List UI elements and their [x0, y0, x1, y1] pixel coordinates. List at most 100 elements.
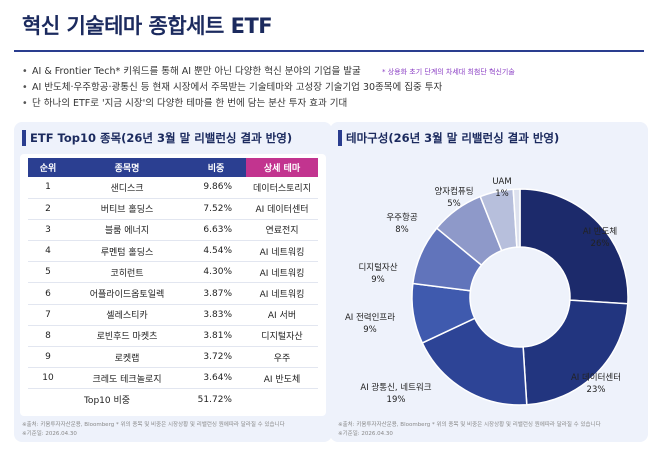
- cell-theme: AI 네트워킹: [246, 261, 318, 284]
- cell-weight: 6.63%: [186, 219, 246, 242]
- cell-weight: 3.81%: [186, 325, 246, 348]
- panel-title: ETF Top10 종목(26년 3월 말 리밸런싱 결과 반영): [30, 131, 293, 145]
- slice-value-label: 9%: [363, 325, 377, 335]
- panel-title: 테마구성(26년 3월 말 리밸런싱 결과 반영): [346, 131, 560, 145]
- col-weight: 비중: [186, 158, 246, 177]
- table-total-row: Top10 비중 51.72%: [28, 389, 318, 410]
- cell-rank: 9: [28, 346, 68, 369]
- cell-weight: 9.86%: [186, 177, 246, 199]
- bullet-item: AI & Frontier Tech* 키워드를 통해 AI 뿐만 아닌 다양한…: [22, 64, 642, 80]
- slice-value-label: 5%: [447, 199, 461, 209]
- cell-theme: AI 네트워킹: [246, 282, 318, 305]
- table-row: 2 버티브 홀딩스 7.52% AI 데이터센터: [28, 198, 318, 220]
- page-title: 혁신 기술테마 종합세트 ETF: [22, 14, 273, 38]
- cell-rank: 4: [28, 240, 68, 263]
- slice-value-label: 1%: [495, 189, 509, 199]
- bullet-item: AI 반도체·우주항공·광통신 등 현재 시장에서 주목받는 기술테마와 고성장…: [22, 80, 642, 96]
- cell-rank: 7: [28, 304, 68, 326]
- total-value: 51.72%: [197, 394, 232, 405]
- cell-theme: 데이터스토리지: [246, 177, 318, 199]
- cell-theme: AI 반도체: [246, 367, 318, 390]
- donut-slice: [522, 299, 629, 406]
- slice-label: AI 반도체: [583, 226, 617, 237]
- col-theme: 상세 테마: [246, 158, 318, 177]
- theme-donut-chart: AI 반도체 26% AI 데이터센터 23% AI 광통신, 네트워크 19% AI 전력…: [345, 177, 629, 406]
- cell-name: 블룸 에너지: [68, 219, 186, 242]
- table-row: 3 블룸 에너지 6.63% 연료전지: [28, 219, 318, 242]
- cell-rank: 6: [28, 282, 68, 305]
- slice-label: 디지털자산: [358, 262, 397, 273]
- cell-rank: 8: [28, 325, 68, 348]
- bullet-item: 단 하나의 ETF로 '지금 시장'의 다양한 테마를 한 번에 담는 분산 투…: [22, 96, 642, 112]
- cell-name: 버티브 홀딩스: [68, 198, 186, 220]
- cell-weight: 3.64%: [186, 367, 246, 390]
- table-container: 순위 종목명 비중 상세 테마 1 샌디스크 9.86% 데이터스토리지 2 버티브 홀딩…: [20, 154, 326, 416]
- source-note: ※출처: 키움투자자산운용, Bloomberg * 위의 종목 및 비중은 시…: [338, 422, 601, 428]
- panel-header: ETF Top10 종목(26년 3월 말 리밸런싱 결과 반영): [14, 126, 332, 148]
- slice-value-label: 19%: [387, 395, 406, 405]
- cell-weight: 7.52%: [186, 198, 246, 220]
- cell-name: 크레도 테크놀로지: [68, 367, 186, 390]
- header-accent: [22, 130, 26, 146]
- cell-theme: AI 데이터센터: [246, 198, 318, 220]
- slice-label: AI 전력인프라: [345, 312, 395, 323]
- bullet-list: AI & Frontier Tech* 키워드를 통해 AI 뿐만 아닌 다양한…: [22, 64, 642, 112]
- cell-weight: 3.87%: [186, 282, 246, 305]
- cell-theme: AI 서버: [246, 304, 318, 326]
- cell-theme: 디지털자산: [246, 325, 318, 348]
- slice-value-label: 8%: [395, 225, 409, 235]
- table-row: 10 크레도 테크놀로지 3.64% AI 반도체: [28, 367, 318, 390]
- title-underline: [14, 50, 644, 52]
- table-row: 1 샌디스크 9.86% 데이터스토리지: [28, 177, 318, 199]
- col-name: 종목명: [68, 158, 186, 177]
- top10-panel: ETF Top10 종목(26년 3월 말 리밸런싱 결과 반영) 순위 종목명…: [14, 122, 332, 442]
- slice-value-label: 9%: [371, 275, 385, 285]
- cell-name: 코히런트: [68, 261, 186, 284]
- cell-weight: 3.72%: [186, 346, 246, 369]
- slice-value-label: 23%: [587, 385, 606, 395]
- total-label: Top10 비중: [83, 396, 131, 407]
- cell-rank: 10: [28, 367, 68, 390]
- donut-slice: [519, 188, 629, 305]
- base-date: ※기준일: 2026.04.30: [22, 431, 77, 437]
- top10-table: 순위 종목명 비중 상세 테마 1 샌디스크 9.86% 데이터스토리지 2 버티브 홀딩…: [28, 158, 318, 410]
- cell-name: 셀레스티카: [68, 304, 186, 326]
- donut-slice: [512, 188, 521, 248]
- table-row: 7 셀레스티카 3.83% AI 서버: [28, 304, 318, 326]
- table-row: 6 어플라이드옵토일렉 3.87% AI 네트워킹: [28, 282, 318, 305]
- slice-label: UAM: [492, 177, 511, 187]
- bullet-note: * 상용화 초기 단계의 차세대 최첨단 혁신기술: [382, 68, 515, 76]
- panel-header: 테마구성(26년 3월 말 리밸런싱 결과 반영): [330, 126, 648, 148]
- cell-theme: AI 네트워킹: [246, 240, 318, 263]
- cell-name: 로빈후드 마켓츠: [68, 325, 186, 348]
- cell-rank: 3: [28, 219, 68, 242]
- cell-name: 루멘텀 홀딩스: [68, 240, 186, 263]
- source-note: ※출처: 키움투자자산운용, Bloomberg * 위의 종목 및 비중은 시…: [22, 422, 285, 428]
- col-rank: 순위: [28, 158, 68, 177]
- table-row: 9 로켓랩 3.72% 우주: [28, 346, 318, 369]
- slice-label: 우주항공: [386, 213, 417, 223]
- slice-label: 양자컴퓨팅: [434, 186, 473, 197]
- table-header-row: 순위 종목명 비중 상세 테마: [28, 158, 318, 177]
- cell-weight: 4.54%: [186, 240, 246, 263]
- cell-rank: 5: [28, 261, 68, 284]
- slice-value-label: 26%: [591, 239, 610, 249]
- table-row: 5 코히런트 4.30% AI 네트워킹: [28, 261, 318, 284]
- cell-name: 샌디스크: [68, 177, 186, 199]
- cell-theme: 연료전지: [246, 219, 318, 242]
- cell-weight: 4.30%: [186, 261, 246, 284]
- cell-name: 로켓랩: [68, 346, 186, 369]
- base-date: ※기준일: 2026.04.30: [338, 431, 393, 437]
- cell-rank: 1: [28, 177, 68, 199]
- cell-theme: 우주: [246, 346, 318, 369]
- header-accent: [338, 130, 342, 146]
- slice-label: AI 광통신, 네트워크: [360, 382, 431, 393]
- cell-name: 어플라이드옵토일렉: [68, 282, 186, 305]
- slice-label: AI 데이터센터: [571, 372, 621, 383]
- theme-panel: 테마구성(26년 3월 말 리밸런싱 결과 반영) AI 반도체 26% AI 데이…: [330, 122, 648, 442]
- cell-rank: 2: [28, 198, 68, 220]
- table-row: 4 루멘텀 홀딩스 4.54% AI 네트워킹: [28, 240, 318, 263]
- total-empty: [246, 389, 318, 410]
- table-row: 8 로빈후드 마켓츠 3.81% 디지털자산: [28, 325, 318, 348]
- bullet-text: AI & Frontier Tech* 키워드를 통해 AI 뿐만 아닌 다양한…: [32, 66, 361, 77]
